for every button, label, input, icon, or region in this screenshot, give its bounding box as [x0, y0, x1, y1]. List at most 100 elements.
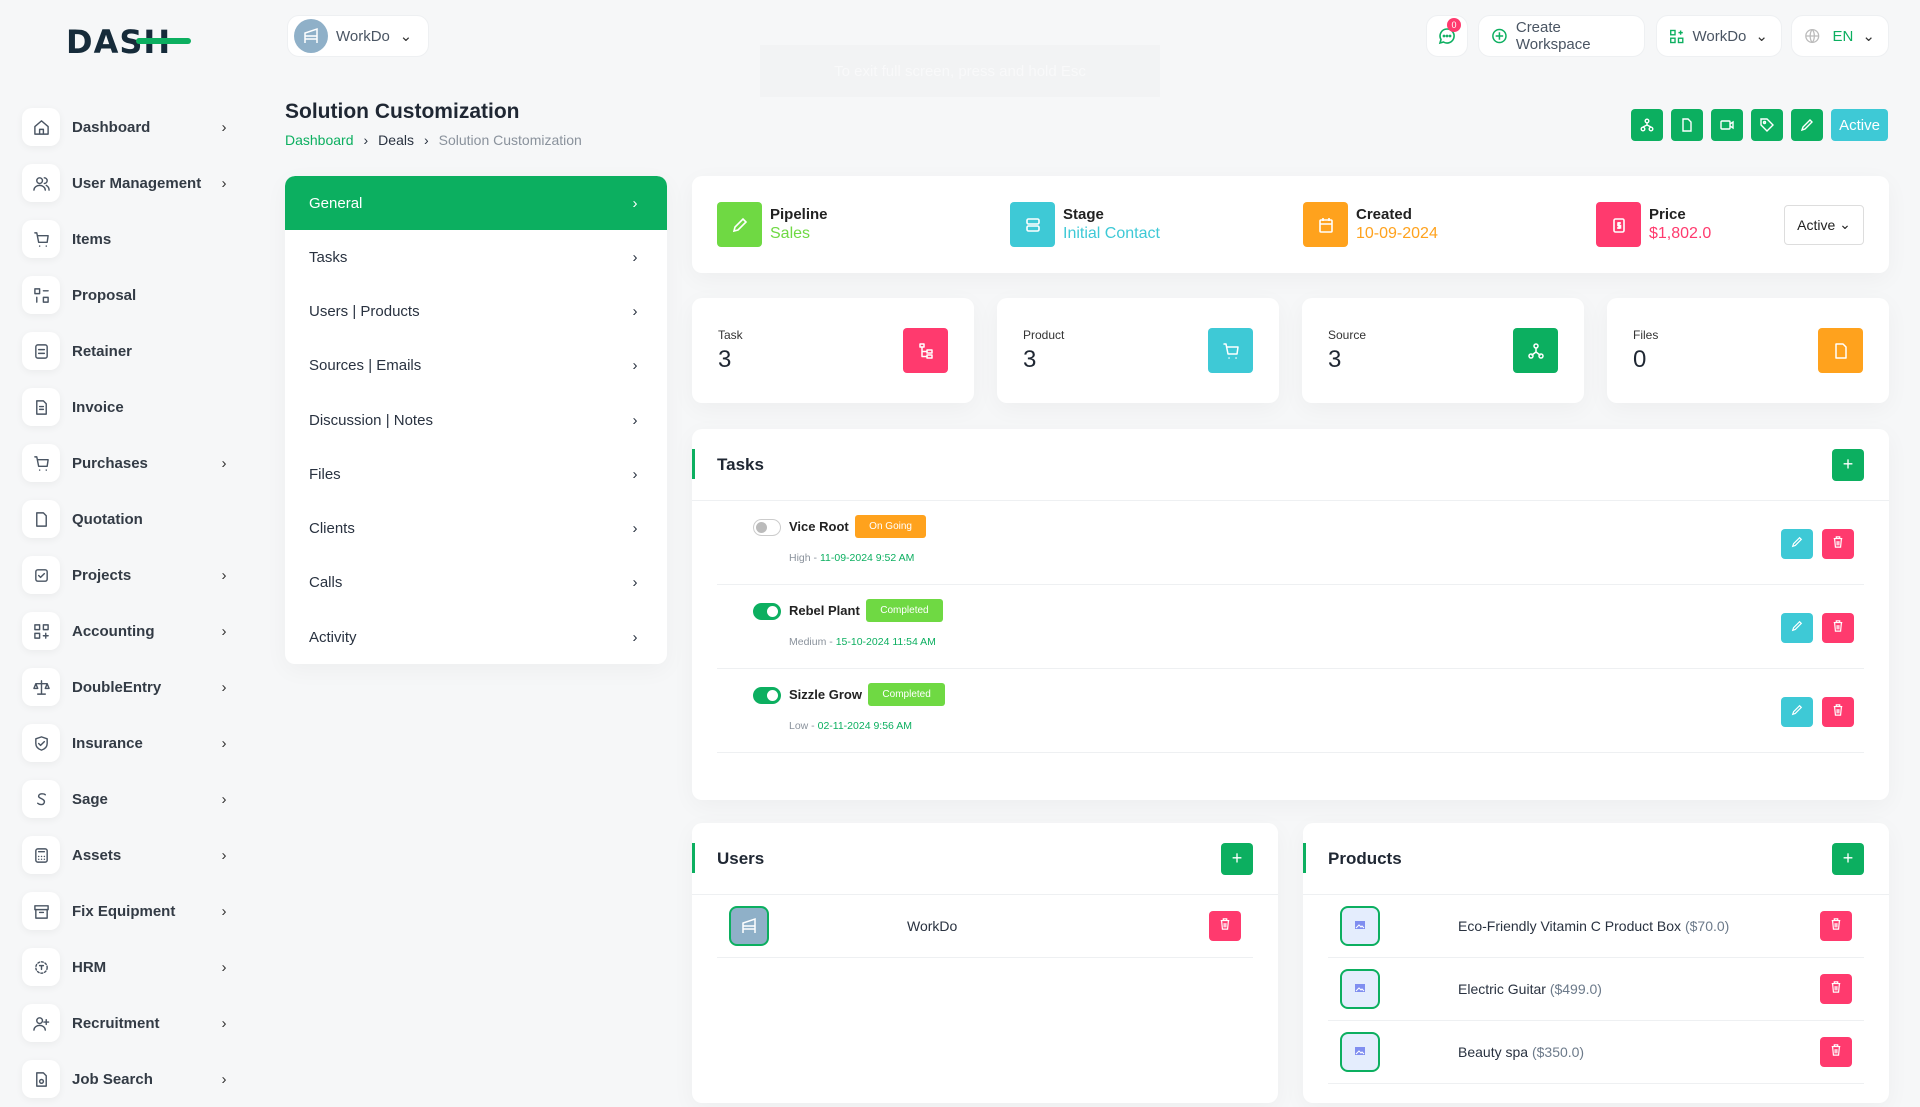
sidebar-item-insurance[interactable]: Insurance › [22, 715, 232, 771]
workspace-switch-button[interactable]: WorkDo ⌄ [1656, 15, 1782, 57]
add-user-button[interactable]: + [1221, 842, 1253, 875]
menu-item-label: Clients [309, 520, 355, 538]
task-priority: Low [789, 720, 809, 732]
task-complete-toggle[interactable] [753, 519, 781, 536]
sidebar-item-recruitment[interactable]: Recruitment › [22, 995, 232, 1051]
home-icon [22, 108, 60, 146]
sidebar-item-fix-equipment[interactable]: Fix Equipment › [22, 883, 232, 939]
sidebar-item-purchases[interactable]: Purchases › [22, 435, 232, 491]
sidebar-item-label: Accounting [72, 622, 155, 640]
files-button[interactable] [1671, 109, 1703, 141]
users-card: Users + WorkDo [692, 823, 1278, 1103]
file-icon [1818, 328, 1863, 373]
labels-button[interactable] [1631, 109, 1663, 141]
sidebar-item-label: Assets [72, 846, 122, 864]
calendar-icon [1303, 202, 1348, 247]
workspace-switch-label: WorkDo [1692, 27, 1747, 45]
edit-task-button[interactable] [1781, 697, 1813, 727]
calculator-icon [22, 836, 60, 874]
menu-item-calls[interactable]: Calls › [285, 556, 667, 610]
stat-value: 3 [718, 345, 732, 373]
tag-button[interactable] [1751, 109, 1783, 141]
trash-icon [1219, 917, 1231, 935]
video-call-button[interactable] [1711, 109, 1743, 141]
edit-button[interactable] [1791, 109, 1823, 141]
menu-item-users-products[interactable]: Users | Products › [285, 284, 667, 338]
cart-icon [1208, 328, 1253, 373]
menu-item-clients[interactable]: Clients › [285, 501, 667, 555]
sitemap-icon [1640, 118, 1654, 132]
pencil-icon [1791, 703, 1803, 721]
sidebar-item-quotation[interactable]: Quotation [22, 491, 232, 547]
delete-task-button[interactable] [1822, 613, 1854, 643]
add-task-button[interactable]: + [1832, 448, 1864, 481]
status-select-value: Active [1797, 216, 1836, 233]
chat-icon [1438, 28, 1455, 45]
sidebar-item-projects[interactable]: Projects › [22, 547, 232, 603]
sidebar-item-accounting[interactable]: Accounting › [22, 603, 232, 659]
workspace-selector[interactable]: WorkDo ⌄ [287, 15, 429, 57]
sidebar-item-invoice[interactable]: Invoice [22, 379, 232, 435]
sidebar-item-items[interactable]: Items [22, 211, 232, 267]
sidebar-item-retainer[interactable]: Retainer [22, 323, 232, 379]
sidebar-item-hrm[interactable]: HRM › [22, 939, 232, 995]
stat-label: Source [1328, 327, 1367, 342]
delete-product-button[interactable] [1820, 1037, 1852, 1067]
task-complete-toggle[interactable] [753, 603, 781, 620]
price-value: $1,802.0 [1649, 225, 1712, 242]
stat-card-product: Product 3 [997, 298, 1279, 403]
sidebar-item-user-management[interactable]: User Management › [22, 155, 232, 211]
sidebar-item-label: DoubleEntry [72, 678, 162, 696]
sidebar-item-sage[interactable]: Sage › [22, 771, 232, 827]
delete-task-button[interactable] [1822, 529, 1854, 559]
language-selector[interactable]: EN ⌄ [1791, 15, 1889, 57]
delete-product-button[interactable] [1820, 911, 1852, 941]
created-label: Created [1356, 206, 1412, 223]
invoice-icon [22, 388, 60, 426]
breadcrumb-deals[interactable]: Deals [378, 132, 414, 148]
stage-label: Stage [1063, 206, 1104, 223]
status-select[interactable]: Active ⌄ [1784, 204, 1864, 245]
created-value: 10-09-2024 [1356, 225, 1438, 242]
plus-circle-icon [1492, 28, 1507, 44]
user-plus-icon [22, 1004, 60, 1042]
breadcrumb-dashboard[interactable]: Dashboard [285, 132, 354, 148]
menu-item-general[interactable]: General › [285, 176, 667, 230]
task-date: 02-11-2024 9:56 AM [817, 720, 912, 732]
sidebar-item-dashboard[interactable]: Dashboard › [22, 99, 232, 155]
delete-product-button[interactable] [1820, 974, 1852, 1004]
task-complete-toggle[interactable] [753, 687, 781, 704]
chevron-right-icon: › [632, 465, 638, 483]
menu-item-tasks[interactable]: Tasks › [285, 230, 667, 284]
user-avatar [729, 906, 769, 946]
sidebar-item-job-search[interactable]: Job Search › [22, 1051, 232, 1107]
menu-item-files[interactable]: Files › [285, 447, 667, 501]
trash-icon [1832, 703, 1844, 721]
stat-value: 0 [1633, 345, 1647, 373]
sidebar-item-doubleentry[interactable]: DoubleEntry › [22, 659, 232, 715]
menu-item-sources-emails[interactable]: Sources | Emails › [285, 339, 667, 393]
breadcrumb-separator: › [363, 132, 369, 148]
delete-task-button[interactable] [1822, 697, 1854, 727]
stat-label: Files [1633, 327, 1659, 342]
stage-info: Stage Initial Contact [1010, 202, 1303, 247]
sidebar-item-proposal[interactable]: Proposal [22, 267, 232, 323]
product-image-icon [1340, 1032, 1380, 1072]
stat-label: Product [1023, 327, 1065, 342]
task-date: 11-09-2024 9:52 AM [819, 552, 915, 564]
sidebar-item-label: User Management [72, 174, 202, 192]
sidebar-item-assets[interactable]: Assets › [22, 827, 232, 883]
chat-button[interactable]: 0 [1426, 15, 1468, 57]
user-row: WorkDo [717, 895, 1253, 958]
menu-item-activity[interactable]: Activity › [285, 610, 667, 664]
status-active-button[interactable]: Active [1831, 109, 1888, 141]
delete-user-button[interactable] [1209, 911, 1241, 941]
apps-icon [1670, 29, 1684, 43]
task-priority: Medium [789, 636, 827, 648]
menu-item-discussion-notes[interactable]: Discussion | Notes › [285, 393, 667, 447]
chevron-right-icon: › [632, 628, 638, 646]
create-workspace-button[interactable]: Create Workspace [1478, 15, 1645, 57]
edit-task-button[interactable] [1781, 613, 1813, 643]
add-product-button[interactable]: + [1832, 842, 1864, 875]
edit-task-button[interactable] [1781, 529, 1813, 559]
